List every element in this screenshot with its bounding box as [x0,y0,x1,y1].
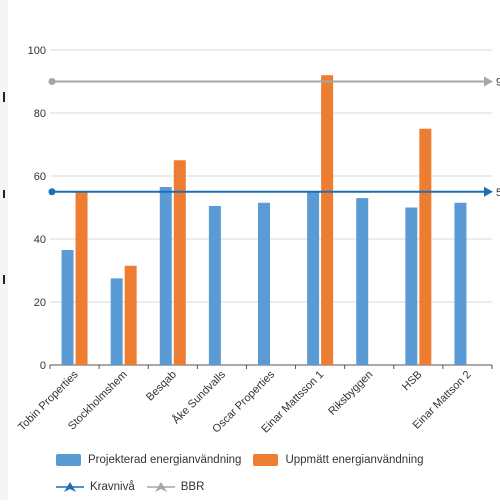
y-tick-label: 0 [40,360,46,372]
legend-label-measured: Uppmätt energianvändning [285,454,424,466]
bar-measured [124,265,137,365]
y-tick-label: 20 [34,297,46,309]
bar-projected [454,202,467,365]
edge-mark [3,92,5,102]
legend-label-bbr: BBR [180,481,205,493]
x-tick-label: Riksbyggen [326,369,375,418]
bar-measured [75,191,88,365]
reference-line-arrow [484,76,493,87]
reference-line-marker [48,188,56,196]
y-tick-label: 80 [34,108,46,120]
bar-projected [110,278,123,365]
bar-projected [258,202,270,365]
edge-mark [3,275,5,284]
bar-measured [321,75,334,365]
x-tick-label: Besqab [144,369,179,404]
left-edge-strip [0,0,8,500]
legend-label-kravniva: Kravnivå [90,481,135,493]
legend-swatch-projected [56,454,81,466]
bar-projected [159,187,172,365]
triangle-line-icon [146,482,175,492]
legend-label-projected: Projekterad energianvändning [88,454,242,466]
y-tick-label: 40 [34,234,46,246]
bar-projected [307,191,320,365]
bar-projected [208,205,221,365]
legend-swatch-measured [253,454,279,466]
reference-line-arrow [484,186,493,197]
legend-item-kravniva[interactable]: Kravnivå [56,480,135,494]
bar-measured [173,160,186,365]
bar-projected [61,250,74,365]
legend-item-bbr[interactable]: BBR [146,480,205,494]
reference-line-marker [48,78,56,85]
bar-measured [419,128,432,365]
y-tick-label: 100 [28,45,46,57]
bar-projected [405,207,418,365]
legend-item-projected[interactable]: Projekterad energianvändning [56,454,241,466]
reference-line-label: 9 [496,77,500,89]
legend-item-measured[interactable]: Uppmätt energianvändning [253,454,424,466]
y-tick-label: 60 [34,171,46,183]
x-tick-label: HSB [400,369,424,393]
bar-projected [356,198,369,365]
edge-mark [3,190,5,198]
reference-line-label: 5 [496,187,500,199]
triangle-line-icon [56,482,84,492]
chart-legend: Projekterad energianvändning Uppmätt ene… [56,450,496,504]
